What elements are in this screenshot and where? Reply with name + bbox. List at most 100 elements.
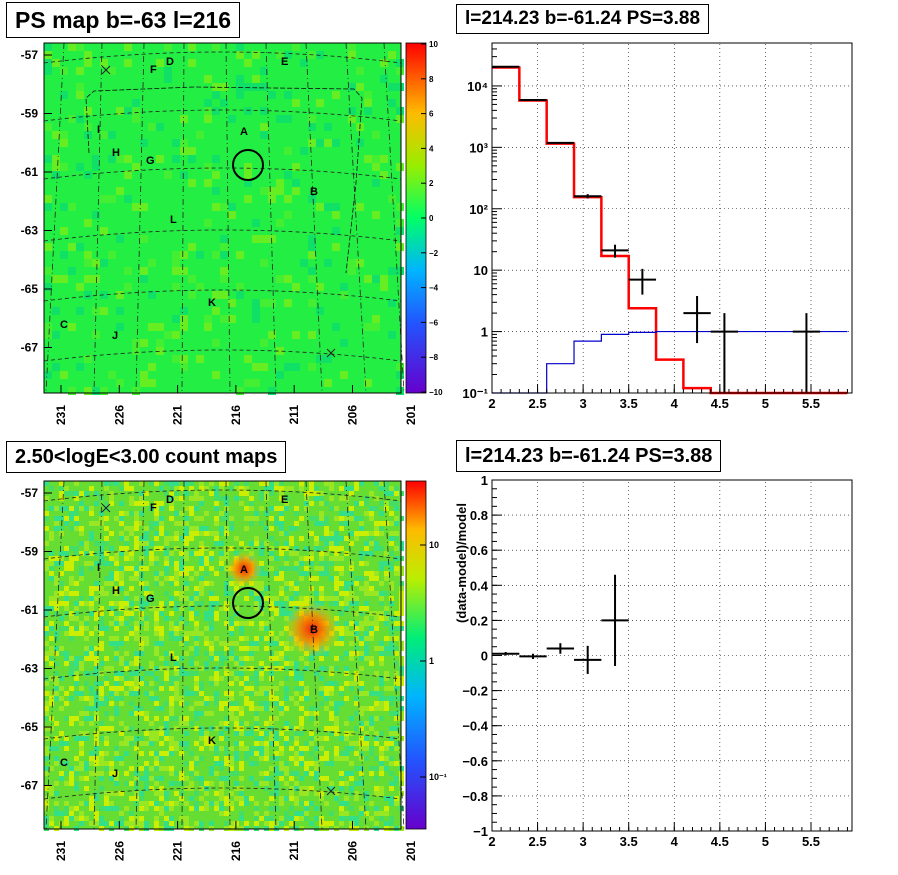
map-pixel <box>224 586 229 591</box>
map-pixel <box>299 786 304 791</box>
map-pixel <box>172 315 180 323</box>
map-pixel <box>396 243 404 251</box>
map-pixel <box>49 566 54 571</box>
map-pixel <box>164 731 169 736</box>
map-pixel <box>264 621 269 626</box>
map-pixel <box>179 511 184 516</box>
map-pixel <box>49 816 54 821</box>
map-pixel <box>269 556 274 561</box>
map-pixel <box>369 706 374 711</box>
map-pixel <box>324 551 329 556</box>
map-pixel <box>204 107 212 115</box>
map-pixel <box>396 83 404 91</box>
map-pixel <box>100 227 108 235</box>
map-pixel <box>84 766 89 771</box>
map-pixel <box>94 596 99 601</box>
map-pixel <box>374 591 379 596</box>
map-pixel <box>224 646 229 651</box>
map-pixel <box>64 606 69 611</box>
map-pixel <box>389 736 394 741</box>
map-pixel <box>54 561 59 566</box>
map-pixel <box>379 656 384 661</box>
map-pixel <box>388 99 396 107</box>
map-pixel <box>299 516 304 521</box>
map-pixel <box>388 299 396 307</box>
map-pixel <box>76 43 84 51</box>
map-pixel <box>144 626 149 631</box>
map-pixel <box>259 571 264 576</box>
map-pixel <box>109 641 114 646</box>
map-pixel <box>84 561 89 566</box>
map-pixel <box>374 526 379 531</box>
map-pixel <box>239 671 244 676</box>
graticule-latitude <box>43 51 402 362</box>
map-pixel <box>104 656 109 661</box>
map-pixel <box>316 139 324 147</box>
map-pixel <box>184 671 189 676</box>
map-pixel <box>149 606 154 611</box>
map-pixel <box>172 259 180 267</box>
map-pixel <box>379 706 384 711</box>
map-pixel <box>49 786 54 791</box>
map-pixel <box>204 651 209 656</box>
map-pixel <box>74 591 79 596</box>
map-pixel <box>354 701 359 706</box>
map-pixel <box>79 776 84 781</box>
map-pixel <box>249 676 254 681</box>
map-pixel <box>309 551 314 556</box>
latitude-line <box>43 489 402 502</box>
map-pixel <box>159 631 164 636</box>
map-pixel <box>169 751 174 756</box>
map-pixel <box>219 486 224 491</box>
map-pixel <box>209 771 214 776</box>
map-pixel <box>164 616 169 621</box>
map-pixel <box>319 501 324 506</box>
map-pixel <box>69 631 74 636</box>
map-pixel <box>294 726 299 731</box>
y-tick-label: −0.4 <box>462 719 488 734</box>
map-pixel <box>219 806 224 811</box>
map-pixel <box>174 781 179 786</box>
map-pixel <box>324 596 329 601</box>
map-pixel <box>54 651 59 656</box>
map-pixel <box>324 651 329 656</box>
map-pixel <box>284 726 289 731</box>
map-pixel <box>224 756 229 761</box>
map-pixel <box>194 676 199 681</box>
map-pixel <box>234 641 239 646</box>
map-pixel <box>79 691 84 696</box>
map-pixel <box>319 791 324 796</box>
map-pixel <box>214 611 219 616</box>
map-pixel <box>59 571 64 576</box>
map-pixel <box>74 631 79 636</box>
map-pixel <box>100 259 108 267</box>
map-pixel <box>164 651 169 656</box>
map-pixel <box>374 611 379 616</box>
map-pixel <box>194 631 199 636</box>
map-pixel <box>329 731 334 736</box>
map-pixel <box>109 691 114 696</box>
map-pixel <box>369 516 374 521</box>
map-pixel <box>144 616 149 621</box>
map-pixel <box>68 43 76 51</box>
map-pixel <box>319 586 324 591</box>
map-pixel <box>174 496 179 501</box>
map-pixel <box>144 766 149 771</box>
map-pixel <box>284 606 289 611</box>
map-pixel <box>229 621 234 626</box>
map-pixel <box>69 661 74 666</box>
map-pixel <box>229 821 234 826</box>
map-pixel <box>84 651 89 656</box>
map-pixel <box>189 721 194 726</box>
map-pixel <box>274 806 279 811</box>
y-tick-label: −0.8 <box>462 789 488 804</box>
map-pixel <box>309 481 314 486</box>
map-pixel <box>132 163 140 171</box>
map-pixel <box>234 726 239 731</box>
longitude-line <box>135 480 145 830</box>
map-pixel <box>189 771 194 776</box>
map-pixel <box>204 571 209 576</box>
map-x-tick-label: 216 <box>229 405 243 425</box>
map-pixel <box>144 586 149 591</box>
map-pixel <box>344 651 349 656</box>
